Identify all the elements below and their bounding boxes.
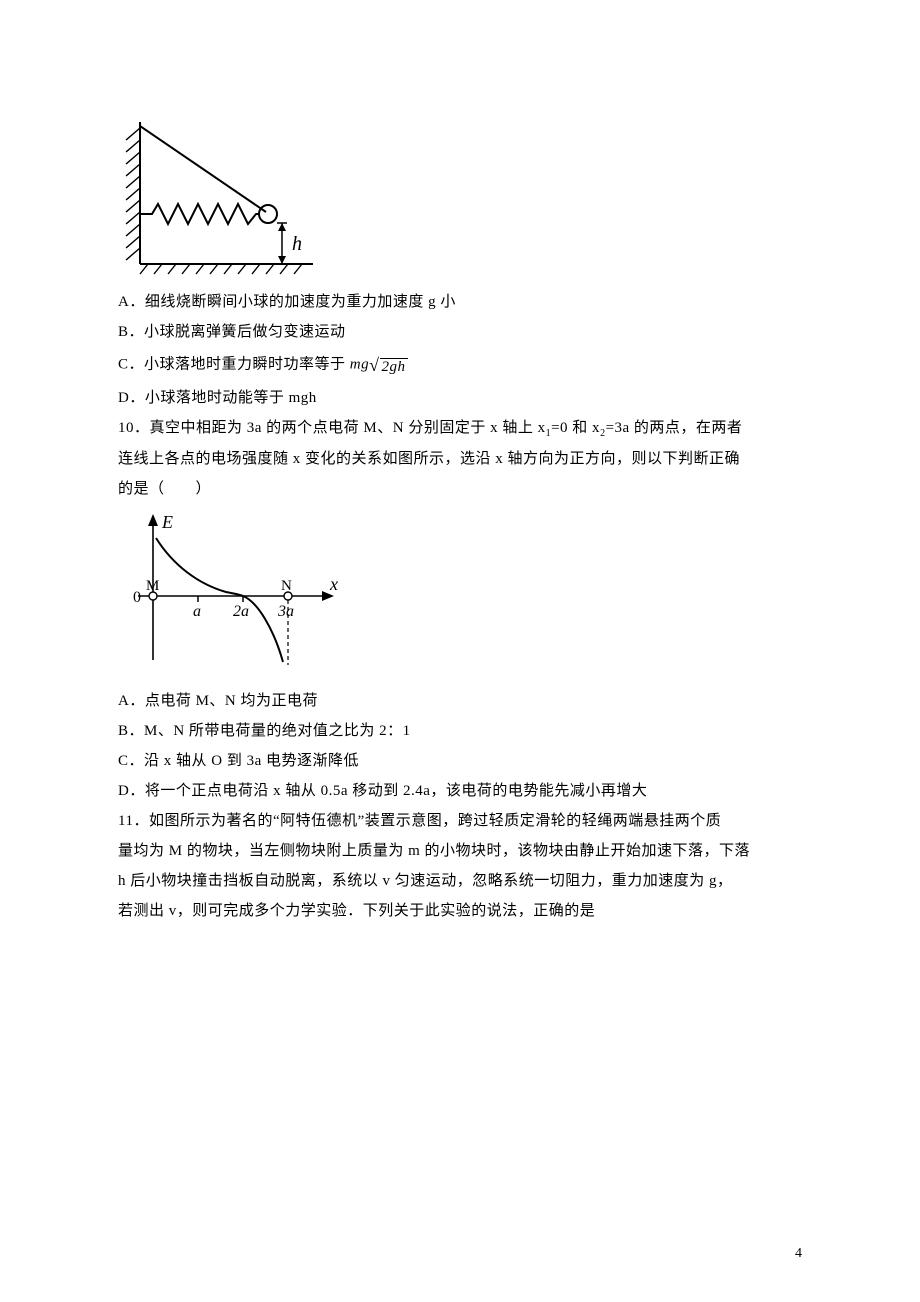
q9-diagram: h — [118, 116, 318, 281]
q10-stem-l1: 10．真空中相距为 3a 的两个点电荷 M、N 分别固定于 x 轴上 x1=0 … — [118, 413, 802, 444]
page-number: 4 — [795, 1246, 802, 1262]
page: h A．细线烧断瞬间小球的加速度为重力加速度 g 小 B．小球脱离弹簧后做匀变速… — [0, 0, 920, 1302]
M-label: M — [146, 578, 159, 594]
origin-label: 0 — [133, 589, 141, 606]
q10-option-c: C．沿 x 轴从 O 到 3a 电势逐渐降低 — [118, 746, 802, 776]
q9-option-d: D．小球落地时动能等于 mgh — [118, 383, 802, 413]
x-axis-label: x — [329, 574, 338, 594]
h-label: h — [292, 233, 302, 255]
q11-stem-l4: 若测出 v，则可完成多个力学实验．下列关于此实验的说法，正确的是 — [118, 896, 802, 926]
figure-q9: h — [118, 116, 802, 281]
q9-option-c-mg: mg — [350, 356, 369, 372]
N-label: N — [281, 578, 292, 594]
q9-option-b: B．小球脱离弹簧后做匀变速运动 — [118, 317, 802, 347]
q10-option-b: B．M、N 所带电荷量的绝对值之比为 2：1 — [118, 716, 802, 746]
q9-option-c: C．小球落地时重力瞬时功率等于 mg√2gh — [118, 347, 802, 383]
tick-2a: 2a — [233, 603, 249, 620]
tick-a: a — [193, 603, 201, 620]
q10-stem-l1-text: 10．真空中相距为 3a 的两个点电荷 M、N 分别固定于 x 轴上 x — [118, 420, 546, 436]
E-axis-label: E — [161, 512, 173, 532]
q11-stem-l2: 量均为 M 的物块，当左侧物块附上质量为 m 的小物块时，该物块由静止开始加速下… — [118, 836, 802, 866]
figure-q10: E x 0 M a 2a N 3a — [118, 510, 802, 680]
q11-stem-l3: h 后小物块撞击挡板自动脱离，系统以 v 匀速运动，忽略系统一切阻力，重力加速度… — [118, 866, 802, 896]
q11-stem-l1: 11．如图所示为著名的“阿特伍德机”装置示意图，跨过轻质定滑轮的轻绳两端悬挂两个… — [118, 806, 802, 836]
q10-stem-l3: 的是（ ） — [118, 474, 802, 504]
q10-option-a: A．点电荷 M、N 均为正电荷 — [118, 686, 802, 716]
q10-stem-mid2: =3a 的两点，在两者 — [606, 420, 743, 436]
q9-option-a: A．细线烧断瞬间小球的加速度为重力加速度 g 小 — [118, 287, 802, 317]
q10-stem-mid1: =0 和 x — [551, 420, 600, 436]
sqrt-icon: √2gh — [369, 347, 407, 383]
q10-stem-l2: 连线上各点的电场强度随 x 变化的关系如图所示，选沿 x 轴方向为正方向，则以下… — [118, 444, 802, 474]
tick-3a: 3a — [277, 603, 294, 620]
q10-option-d: D．将一个正点电荷沿 x 轴从 0.5a 移动到 2.4a，该电荷的电势能先减小… — [118, 776, 802, 806]
q9-option-c-prefix: C．小球落地时重力瞬时功率等于 — [118, 356, 346, 372]
sqrt-arg: 2gh — [380, 358, 408, 376]
q10-graph: E x 0 M a 2a N 3a — [118, 510, 348, 680]
